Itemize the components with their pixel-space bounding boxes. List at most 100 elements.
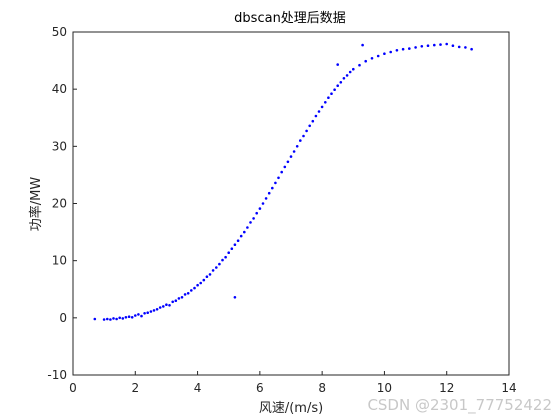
data-point bbox=[221, 258, 224, 262]
y-tick-label: 50 bbox=[52, 25, 67, 39]
y-tick-label: 10 bbox=[52, 254, 67, 268]
data-point bbox=[193, 286, 196, 290]
data-point bbox=[118, 316, 121, 320]
data-point bbox=[168, 304, 171, 307]
data-point bbox=[208, 273, 212, 276]
data-point bbox=[158, 306, 162, 309]
data-point bbox=[137, 313, 140, 316]
data-point bbox=[239, 234, 243, 238]
data-point bbox=[320, 105, 324, 109]
data-point bbox=[121, 317, 125, 320]
x-tick-label: 14 bbox=[501, 381, 516, 395]
data-point bbox=[261, 202, 265, 205]
data-point bbox=[364, 59, 368, 63]
data-point bbox=[264, 197, 268, 200]
data-point bbox=[130, 316, 134, 319]
data-point bbox=[445, 42, 449, 46]
data-point bbox=[165, 303, 168, 307]
data-point bbox=[246, 226, 249, 229]
data-point bbox=[205, 275, 209, 279]
data-point bbox=[271, 186, 274, 190]
data-point bbox=[180, 296, 184, 299]
data-point bbox=[330, 92, 333, 95]
data-point bbox=[345, 74, 349, 77]
data-point bbox=[324, 101, 327, 104]
data-point bbox=[140, 314, 143, 318]
data-point bbox=[134, 314, 137, 317]
data-point bbox=[395, 49, 399, 52]
data-point bbox=[327, 96, 330, 99]
y-axis: -10 0 10 20 30 40 50 bbox=[47, 25, 77, 382]
data-point bbox=[274, 181, 277, 185]
data-point bbox=[389, 50, 393, 54]
data-point bbox=[112, 317, 115, 320]
data-point bbox=[102, 318, 106, 321]
x-axis-label: 风速/(m/s) bbox=[259, 401, 323, 416]
x-tick-label: 12 bbox=[439, 381, 454, 395]
data-point bbox=[258, 207, 262, 210]
data-point bbox=[451, 44, 455, 47]
data-point bbox=[376, 54, 380, 58]
x-tick-label: 8 bbox=[318, 381, 326, 395]
data-point bbox=[230, 247, 234, 250]
x-tick-label: 6 bbox=[256, 381, 264, 395]
data-point bbox=[317, 110, 321, 113]
data-point bbox=[236, 239, 240, 242]
y-tick-label: -10 bbox=[47, 368, 67, 382]
data-point bbox=[211, 269, 215, 272]
data-point bbox=[314, 114, 318, 118]
data-point bbox=[177, 297, 181, 300]
data-point bbox=[339, 81, 343, 84]
data-point bbox=[358, 63, 361, 67]
data-point bbox=[243, 230, 246, 234]
data-point bbox=[152, 309, 156, 312]
data-point bbox=[171, 300, 174, 304]
data-point bbox=[267, 191, 271, 195]
data-point bbox=[115, 317, 118, 321]
data-point bbox=[202, 278, 206, 282]
data-point bbox=[370, 57, 374, 60]
data-point bbox=[286, 160, 290, 164]
data-point bbox=[186, 292, 190, 295]
data-point bbox=[433, 43, 436, 47]
plot-area bbox=[72, 31, 510, 376]
y-tick-label: 30 bbox=[52, 139, 67, 153]
x-tick-label: 0 bbox=[69, 381, 77, 395]
data-point bbox=[336, 63, 340, 66]
data-point bbox=[333, 88, 336, 91]
x-tick-label: 4 bbox=[194, 381, 202, 395]
data-point bbox=[227, 251, 230, 254]
y-axis-label: 功率/MW bbox=[28, 177, 44, 232]
data-point bbox=[302, 134, 305, 138]
data-point bbox=[199, 281, 202, 285]
x-tick-label: 2 bbox=[131, 381, 139, 395]
data-point bbox=[183, 293, 187, 296]
data-point bbox=[426, 44, 430, 47]
data-point bbox=[252, 217, 255, 220]
data-point bbox=[146, 311, 149, 315]
data-point bbox=[308, 124, 312, 128]
data-point bbox=[162, 305, 165, 308]
data-point bbox=[233, 243, 237, 246]
data-point bbox=[190, 289, 193, 292]
data-point bbox=[127, 315, 131, 319]
data-point bbox=[420, 45, 424, 48]
data-point bbox=[215, 266, 218, 269]
data-point bbox=[233, 296, 237, 299]
data-point bbox=[143, 312, 146, 315]
data-point bbox=[149, 310, 153, 313]
data-point bbox=[457, 45, 461, 49]
data-point bbox=[348, 70, 352, 74]
data-point bbox=[124, 316, 128, 319]
data-point bbox=[174, 299, 178, 303]
data-point bbox=[255, 211, 258, 215]
watermark: CSDN @2301_77752422 bbox=[367, 396, 552, 414]
data-point bbox=[106, 317, 109, 321]
data-point bbox=[218, 262, 221, 266]
data-point bbox=[249, 221, 252, 224]
data-point bbox=[439, 43, 442, 46]
data-point bbox=[464, 46, 467, 49]
data-point bbox=[408, 47, 411, 50]
data-point bbox=[361, 43, 364, 47]
